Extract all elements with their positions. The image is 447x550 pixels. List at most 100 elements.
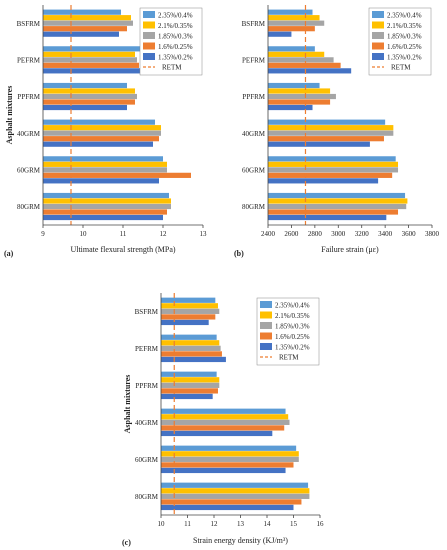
category-label: 40GRM bbox=[242, 130, 266, 138]
bar-40grm-series-1 bbox=[161, 408, 286, 414]
x-tick-label: 11 bbox=[120, 230, 127, 238]
legend-entry-retm: RETM bbox=[391, 64, 411, 72]
bar-ppfrm-series-2 bbox=[268, 88, 331, 94]
bar-pefrm-series-5 bbox=[43, 68, 143, 74]
legend-swatch bbox=[372, 32, 384, 39]
bar-40grm-series-4 bbox=[43, 136, 159, 142]
bar-ppfrm-series-1 bbox=[161, 371, 217, 377]
category-label: 80GRM bbox=[242, 203, 266, 211]
bar-80grm-series-5 bbox=[43, 214, 163, 221]
bar-pefrm-series-2 bbox=[268, 51, 325, 57]
bar-40grm-series-5 bbox=[268, 141, 370, 147]
x-axis-label: Strain energy density (KJ/m³) bbox=[193, 536, 288, 545]
bar-ppfrm-series-2 bbox=[43, 88, 135, 94]
x-tick-label: 12 bbox=[160, 230, 168, 238]
bar-40grm-series-4 bbox=[161, 425, 285, 431]
legend-swatch bbox=[372, 21, 384, 29]
category-label: 60GRM bbox=[242, 167, 266, 175]
legend-entry: 2.35%/0.4% bbox=[275, 302, 310, 310]
bar-80grm-series-1 bbox=[268, 192, 406, 199]
bar-bsfrm-series-1 bbox=[268, 9, 313, 15]
bar-ppfrm-series-4 bbox=[43, 99, 135, 105]
legend-entry: 2.1%/0.35% bbox=[158, 22, 193, 30]
bar-60grm-series-3 bbox=[43, 167, 167, 173]
bar-80grm-series-1 bbox=[161, 482, 309, 488]
legend-swatch bbox=[143, 11, 155, 18]
x-tick-label: 16 bbox=[317, 520, 325, 528]
bar-60grm-series-5 bbox=[43, 178, 159, 184]
x-tick-label: 3400 bbox=[378, 230, 393, 238]
legend-swatch bbox=[260, 322, 272, 329]
bar-pefrm-series-4 bbox=[43, 62, 139, 68]
category-label: BSFRM bbox=[17, 20, 41, 28]
bar-60grm-series-5 bbox=[268, 178, 379, 184]
bar-ppfrm-series-3 bbox=[268, 93, 336, 100]
legend-box bbox=[139, 7, 203, 76]
bar-40grm-series-5 bbox=[43, 141, 153, 147]
bar-40grm-series-5 bbox=[161, 430, 273, 437]
x-tick-label: 3800 bbox=[425, 230, 440, 238]
x-tick-label: 3000 bbox=[331, 230, 346, 238]
bar-pefrm-series-2 bbox=[43, 51, 135, 57]
legend-swatch bbox=[260, 301, 272, 308]
bar-60grm-series-2 bbox=[268, 161, 399, 167]
bar-60grm-series-4 bbox=[161, 462, 294, 468]
bar-60grm-series-4 bbox=[268, 172, 393, 178]
legend-swatch bbox=[260, 343, 272, 350]
legend-swatch bbox=[143, 42, 155, 50]
bar-80grm-series-3 bbox=[268, 203, 407, 210]
bar-60grm-series-1 bbox=[268, 156, 396, 162]
category-label: PPFRM bbox=[135, 382, 158, 390]
legend: 2.35%/0.4% 2.1%/0.35% 1.85%/0.3% 1.6%/0.25%… bbox=[139, 7, 203, 76]
bar-bsfrm-series-3 bbox=[268, 20, 325, 26]
legend-entry: 2.35%/0.4% bbox=[158, 12, 193, 20]
bar-ppfrm-series-4 bbox=[161, 388, 218, 394]
x-tick-label: 13 bbox=[200, 230, 208, 238]
legend-entry: 1.85%/0.3% bbox=[387, 33, 422, 41]
x-tick-label: 3200 bbox=[355, 230, 370, 238]
bar-60grm-series-1 bbox=[43, 156, 163, 162]
bar-pefrm-series-5 bbox=[161, 356, 226, 363]
legend-swatch bbox=[260, 311, 272, 319]
x-tick-label: 10 bbox=[80, 230, 88, 238]
legend-entry: 1.6%/0.25% bbox=[158, 43, 193, 51]
legend-swatch bbox=[143, 32, 155, 39]
bar-pefrm-series-3 bbox=[43, 57, 137, 63]
bar-40grm-series-1 bbox=[43, 119, 155, 125]
bar-80grm-series-3 bbox=[161, 493, 310, 499]
bar-60grm-series-1 bbox=[161, 445, 297, 451]
category-label: 40GRM bbox=[17, 130, 41, 138]
bar-ppfrm-series-2 bbox=[161, 377, 220, 383]
panel-label: (a) bbox=[4, 249, 14, 258]
bar-40grm-series-2 bbox=[161, 414, 289, 420]
bar-bsfrm-series-4 bbox=[161, 314, 216, 320]
bar-bsfrm-series-2 bbox=[268, 15, 320, 21]
legend-swatch bbox=[372, 11, 384, 18]
bar-80grm-series-2 bbox=[268, 198, 408, 204]
bar-ppfrm-series-3 bbox=[161, 382, 220, 388]
bar-40grm-series-3 bbox=[268, 130, 394, 136]
bar-bsfrm-series-3 bbox=[161, 308, 220, 314]
legend-entry-retm: RETM bbox=[162, 64, 182, 72]
panel-label: (b) bbox=[234, 249, 244, 258]
legend-swatch bbox=[372, 53, 384, 60]
bar-80grm-series-5 bbox=[161, 504, 294, 511]
category-label: 80GRM bbox=[17, 203, 41, 211]
bar-pefrm-series-3 bbox=[161, 345, 221, 351]
chart-panel-2: BSFRM PEFRM PPFRM 40GRM 60GRM 80GRM 2400 2600 28… bbox=[234, 5, 440, 258]
x-axis-label: Failure strain (με) bbox=[321, 245, 379, 254]
x-axis-label: Ultimate flexural strength (MPa) bbox=[70, 245, 175, 254]
y-axis-label: Asphalt mixtures bbox=[123, 375, 132, 434]
bar-40grm-series-3 bbox=[43, 130, 161, 136]
bar-40grm-series-2 bbox=[43, 125, 161, 131]
bar-80grm-series-3 bbox=[43, 203, 171, 210]
bar-40grm-series-2 bbox=[268, 125, 394, 131]
bar-80grm-series-1 bbox=[43, 192, 169, 199]
category-label: BSFRM bbox=[135, 308, 159, 316]
bar-pefrm-series-3 bbox=[268, 57, 334, 63]
category-label: 80GRM bbox=[135, 493, 159, 501]
bar-ppfrm-series-3 bbox=[43, 93, 137, 100]
bar-bsfrm-series-4 bbox=[268, 26, 315, 32]
legend-entry: 1.85%/0.3% bbox=[158, 33, 193, 41]
category-label: PEFRM bbox=[17, 57, 41, 65]
